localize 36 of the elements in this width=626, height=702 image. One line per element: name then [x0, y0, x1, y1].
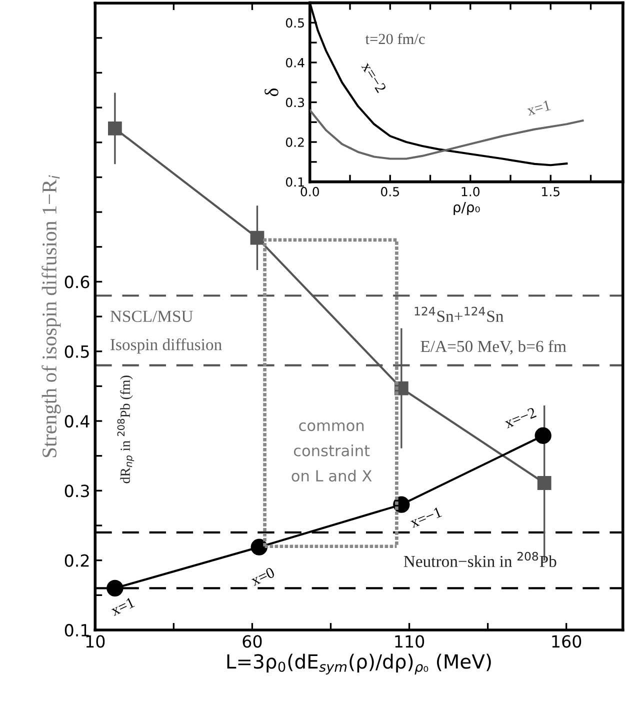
annotation: x=−1 — [409, 506, 442, 528]
y-tick-label: 0.3 — [64, 484, 89, 498]
y-tick-label: 0.3 — [286, 98, 304, 108]
annotation: t=20 fm/c — [365, 33, 425, 44]
x-tick-label: 160 — [552, 635, 582, 648]
x-tick-label: 1.5 — [542, 187, 560, 196]
x-tick-label: 1.0 — [462, 186, 480, 196]
annotation: dR$_{np}$ in $^{208}$Pb (fm) — [117, 376, 134, 484]
y-tick-label: 0.2 — [286, 138, 304, 147]
y-tick-label: 0.6 — [64, 276, 90, 288]
annotation: x=0 — [250, 566, 276, 586]
text: x=1 — [526, 100, 551, 116]
x-tick-label: 0.5 — [381, 186, 399, 196]
y-tick-label: 0.4 — [64, 414, 90, 428]
annotation: NSCL/MSU — [110, 310, 193, 322]
annotation: x=1 — [110, 597, 135, 616]
x-axis-title: L=3ρ$_{0}$(dE$_{sym}$(ρ)/dρ)$_{ρ₀}$ (MeV) — [227, 654, 491, 675]
y-tick-label: 0.1 — [64, 624, 89, 637]
y-tick-label: 0.2 — [64, 554, 89, 567]
annotation: x=−2 — [504, 407, 537, 428]
y-tick-label: 0.1 — [286, 177, 304, 187]
y-tick-label: 0.5 — [64, 345, 89, 358]
x-tick-label: 10 — [86, 635, 105, 648]
annotation: common constraint on L and X — [292, 422, 372, 482]
annotation: Isospin diffusion — [110, 338, 222, 354]
x-tick-label: 0.0 — [300, 186, 319, 196]
x-tick-label: 110 — [395, 635, 424, 648]
annotation: $^{124}$Sn+$^{124}$Sn — [414, 306, 504, 322]
y-axis-title: δ — [264, 88, 278, 96]
annotation: Neutron−skin in $^{208}$Pb — [404, 552, 556, 568]
annotation: E/A=50 MeV, b=6 fm — [420, 340, 566, 354]
x-axis-title: ρ/ρ₀ — [454, 202, 480, 215]
x-tick-label: 60 — [242, 635, 262, 648]
y-axis-title: Strength of isospin diffusion 1−R$_{i}$ — [42, 175, 61, 458]
y-tick-label: 0.5 — [286, 18, 304, 28]
y-tick-label: 0.4 — [286, 58, 304, 68]
